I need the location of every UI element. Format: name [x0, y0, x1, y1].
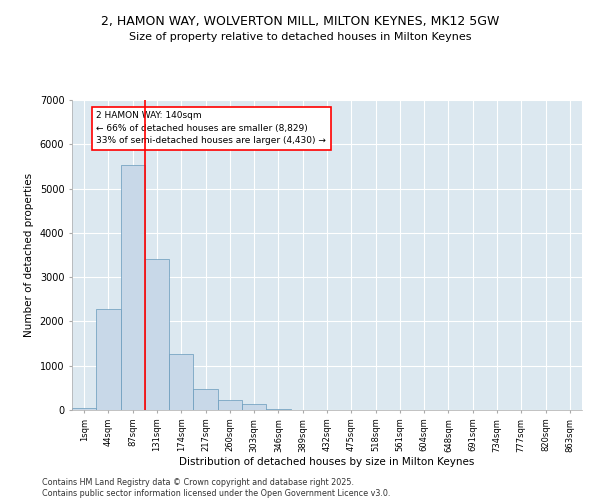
- Text: 2, HAMON WAY, WOLVERTON MILL, MILTON KEYNES, MK12 5GW: 2, HAMON WAY, WOLVERTON MILL, MILTON KEY…: [101, 15, 499, 28]
- Bar: [145, 258, 169, 410]
- Y-axis label: Number of detached properties: Number of detached properties: [24, 173, 34, 337]
- Bar: [266, 408, 290, 410]
- Bar: [169, 354, 193, 410]
- Bar: [193, 388, 218, 410]
- Bar: [242, 404, 266, 410]
- Text: Size of property relative to detached houses in Milton Keynes: Size of property relative to detached ho…: [129, 32, 471, 42]
- Bar: [218, 400, 242, 410]
- Bar: [96, 309, 121, 410]
- Text: Contains HM Land Registry data © Crown copyright and database right 2025.
Contai: Contains HM Land Registry data © Crown c…: [42, 478, 391, 498]
- Bar: [121, 165, 145, 410]
- Text: 2 HAMON WAY: 140sqm
← 66% of detached houses are smaller (8,829)
33% of semi-det: 2 HAMON WAY: 140sqm ← 66% of detached ho…: [96, 111, 326, 145]
- Bar: [72, 408, 96, 410]
- X-axis label: Distribution of detached houses by size in Milton Keynes: Distribution of detached houses by size …: [179, 457, 475, 467]
